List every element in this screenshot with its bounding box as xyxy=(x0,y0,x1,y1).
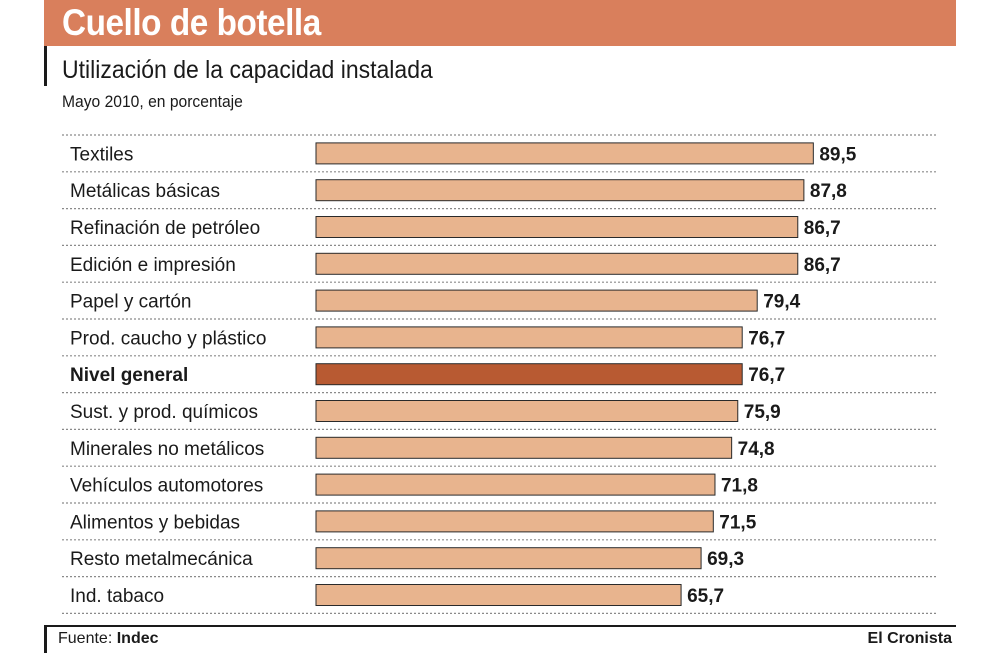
value-label: 89,5 xyxy=(819,144,856,165)
source-note: Fuente: Indec xyxy=(58,630,159,648)
value-label: 86,7 xyxy=(804,255,841,276)
value-label: 87,8 xyxy=(810,181,847,202)
category-label: Prod. caucho y plástico xyxy=(70,328,266,349)
category-label: Ind. tabaco xyxy=(70,586,164,607)
value-label: 65,7 xyxy=(687,586,724,607)
value-label: 74,8 xyxy=(738,439,775,460)
category-label: Resto metalmecánica xyxy=(70,549,253,570)
value-label: 86,7 xyxy=(804,218,841,239)
value-label: 76,7 xyxy=(748,365,785,386)
category-label: Vehículos automotores xyxy=(70,476,263,497)
category-label: Refinación de petróleo xyxy=(70,218,260,239)
value-label: 76,7 xyxy=(748,328,785,349)
chart-subtitle-unit: Mayo 2010, en porcentaje xyxy=(62,92,243,111)
chart-title: Cuello de botella xyxy=(62,2,321,43)
source-label: Fuente: xyxy=(58,630,113,647)
bar xyxy=(315,179,805,202)
category-label: Sust. y prod. químicos xyxy=(70,402,258,423)
source-value: Indec xyxy=(116,630,159,647)
value-label: 71,5 xyxy=(719,512,756,533)
value-label: 79,4 xyxy=(763,292,800,313)
bar xyxy=(315,216,799,238)
title-banner: Cuello de botella xyxy=(44,0,956,46)
category-label: Nivel general xyxy=(70,365,188,386)
value-label: 69,3 xyxy=(707,549,744,570)
footer-left-rule xyxy=(44,627,47,653)
bar xyxy=(315,473,716,496)
bar xyxy=(315,289,758,312)
bar xyxy=(315,510,714,533)
bar xyxy=(315,252,799,275)
footer-rule xyxy=(44,625,956,627)
bar xyxy=(315,584,682,606)
bar xyxy=(315,547,702,570)
category-label: Minerales no metálicos xyxy=(70,439,264,460)
publisher-credit: El Cronista xyxy=(867,630,952,647)
category-label: Metálicas básicas xyxy=(70,181,220,202)
value-label: 75,9 xyxy=(744,402,781,423)
bar xyxy=(315,363,743,386)
category-label: Textiles xyxy=(70,144,133,165)
bar xyxy=(315,436,733,459)
category-label: Edición e impresión xyxy=(70,255,236,276)
left-accent-rule xyxy=(44,46,47,86)
chart-subtitle: Utilización de la capacidad instalada xyxy=(62,56,433,84)
bar xyxy=(315,400,739,422)
bar xyxy=(315,142,814,165)
bar xyxy=(315,326,743,349)
value-label: 71,8 xyxy=(721,476,758,497)
category-label: Papel y cartón xyxy=(70,292,191,313)
category-label: Alimentos y bebidas xyxy=(70,512,240,533)
